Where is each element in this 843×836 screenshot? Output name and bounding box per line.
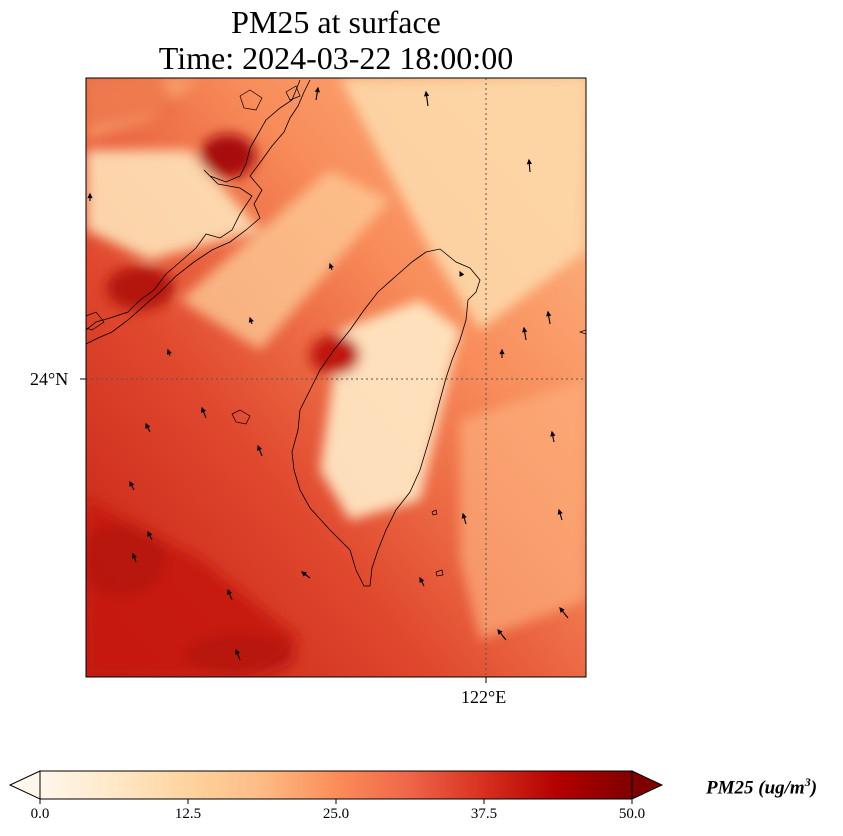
map-frame xyxy=(85,77,587,678)
wind-arrowhead xyxy=(459,270,465,277)
wind-arrowhead xyxy=(166,348,172,355)
wind-arrowhead xyxy=(257,444,262,451)
wind-arrowhead xyxy=(147,530,153,537)
lon-label: 122°E xyxy=(461,687,507,707)
wind-arrowhead xyxy=(497,629,503,635)
wind-arrowhead xyxy=(419,576,425,583)
wind-arrowhead xyxy=(526,158,532,165)
mainland-coastline xyxy=(86,79,311,345)
colorbar-label: PM25 (ug/m3) xyxy=(706,775,818,799)
wind-arrowhead xyxy=(248,316,254,323)
wind-arrowhead xyxy=(546,310,552,317)
wind-arrowhead xyxy=(328,262,334,269)
wind-arrowhead xyxy=(557,508,563,515)
wind-arrowhead xyxy=(235,648,240,655)
wind-arrowhead xyxy=(300,571,307,577)
wind-arrowhead xyxy=(129,480,135,487)
colorbar-tick: 50.0 xyxy=(618,806,646,822)
map-subtitle: Time: 2024-03-22 18:00:00 xyxy=(158,40,514,76)
wind-arrowhead xyxy=(550,430,556,437)
pm25-field xyxy=(86,78,586,677)
wind-arrowhead xyxy=(145,422,151,429)
colorbar xyxy=(8,770,664,804)
wind-vectors xyxy=(87,86,569,661)
wind-arrowhead xyxy=(499,348,505,355)
wind-arrowhead xyxy=(314,86,320,93)
colorbar-tick: 25.0 xyxy=(322,806,350,822)
wind-arrowhead xyxy=(423,90,430,97)
colorbar-tick: 37.5 xyxy=(470,806,498,822)
colorbar-tick: 0.0 xyxy=(30,806,50,822)
wind-arrowhead xyxy=(559,607,565,613)
wind-arrowhead xyxy=(461,512,467,519)
colorbar-tick: 12.5 xyxy=(174,806,202,822)
taiwan-coastline xyxy=(291,248,481,587)
wind-arrowhead xyxy=(522,326,528,333)
lat-label: 24°N xyxy=(30,369,69,389)
wind-arrowhead xyxy=(132,552,137,559)
wind-arrowhead xyxy=(227,588,232,595)
wind-arrowhead xyxy=(201,406,206,413)
wind-arrowhead xyxy=(87,192,93,199)
map-title: PM25 at surface xyxy=(231,4,441,40)
